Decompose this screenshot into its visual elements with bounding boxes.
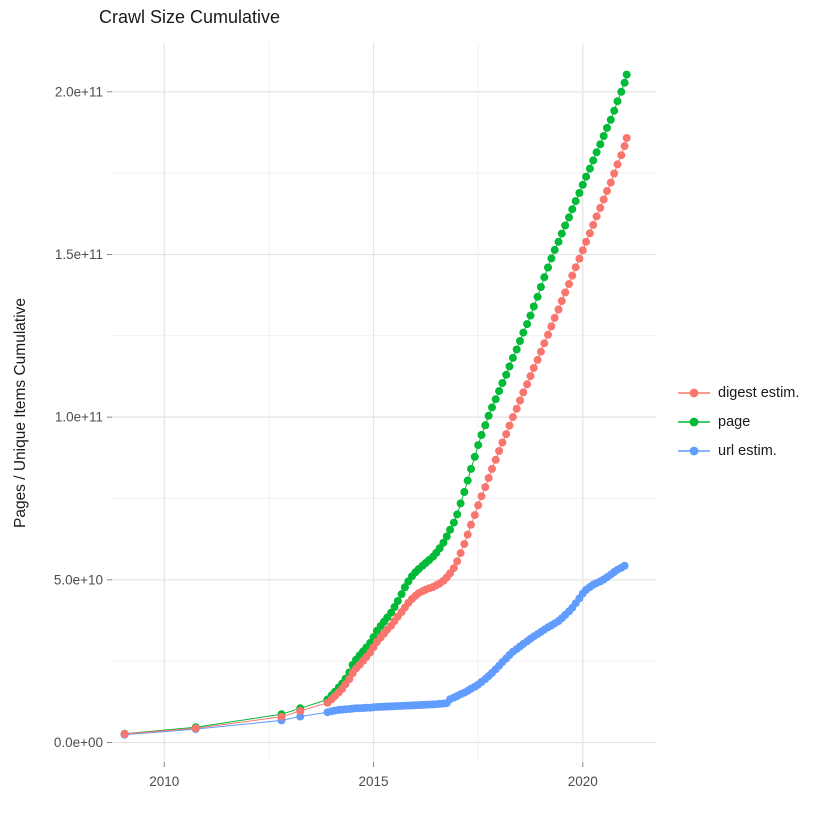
legend-label-digest: digest estim. <box>718 384 800 401</box>
legend-key-url-icon <box>678 446 710 455</box>
legend-item-page: page <box>676 407 799 436</box>
svg-text:1.0e+11: 1.0e+11 <box>55 410 103 425</box>
svg-text:2010: 2010 <box>149 774 179 789</box>
chart-title: Crawl Size Cumulative <box>99 7 281 27</box>
svg-text:2015: 2015 <box>359 774 389 789</box>
svg-text:2.0e+11: 2.0e+11 <box>55 84 103 99</box>
svg-text:2020: 2020 <box>568 774 598 789</box>
legend-item-digest-estim: digest estim. <box>676 378 799 407</box>
legend-key-digest-icon <box>678 388 710 397</box>
svg-text:0.0e+00: 0.0e+00 <box>54 735 103 750</box>
svg-text:5.0e+10: 5.0e+10 <box>54 572 103 587</box>
legend-item-url-estim: url estim. <box>676 436 799 465</box>
legend: digest estim. page url estim. <box>676 378 799 465</box>
legend-label-page: page <box>718 413 751 430</box>
legend-key-page-icon <box>678 417 710 426</box>
svg-text:1.5e+11: 1.5e+11 <box>55 247 103 262</box>
legend-label-url: url estim. <box>718 442 777 459</box>
